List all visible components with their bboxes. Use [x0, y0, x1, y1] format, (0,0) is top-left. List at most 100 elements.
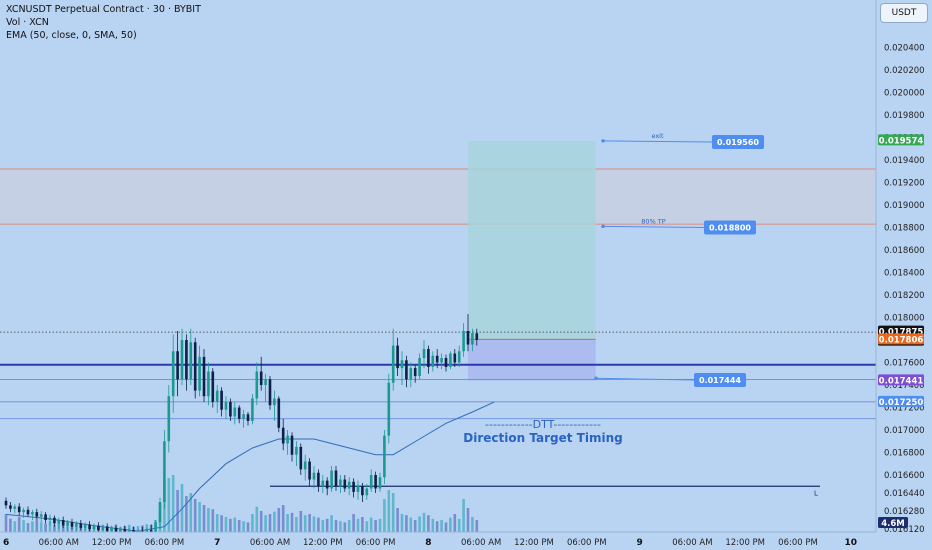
- target-box[interactable]: [704, 220, 756, 235]
- candle[interactable]: [53, 515, 56, 527]
- target-zone[interactable]: [468, 140, 596, 340]
- candle[interactable]: [70, 518, 74, 529]
- candle[interactable]: [163, 430, 166, 509]
- target-label[interactable]: 80% TP 0.018800: [601, 217, 756, 235]
- candle[interactable]: [378, 472, 382, 492]
- candle[interactable]: [233, 401, 237, 425]
- candle[interactable]: [312, 466, 316, 489]
- candle[interactable]: [202, 349, 206, 402]
- candle[interactable]: [189, 328, 193, 385]
- candle[interactable]: [167, 385, 171, 453]
- candle[interactable]: [220, 387, 223, 417]
- candle[interactable]: [286, 430, 289, 455]
- candle[interactable]: [471, 328, 474, 352]
- price-marker[interactable]: 0.019574: [878, 134, 924, 146]
- candle[interactable]: [215, 385, 219, 414]
- candle[interactable]: [277, 396, 281, 433]
- candle[interactable]: [444, 354, 448, 372]
- candles[interactable]: [4, 314, 479, 542]
- candle[interactable]: [224, 396, 228, 419]
- candle[interactable]: [176, 331, 179, 397]
- candle[interactable]: [79, 520, 83, 531]
- candle[interactable]: [185, 334, 188, 391]
- candle[interactable]: [35, 508, 39, 519]
- candle[interactable]: [321, 475, 325, 493]
- candle[interactable]: [383, 430, 386, 484]
- candle[interactable]: [22, 507, 25, 518]
- target-label[interactable]: 0.017444: [594, 373, 746, 388]
- price-axis[interactable]: 0.0204000.0202000.0200000.0198000.019600…: [875, 0, 932, 550]
- candle[interactable]: [352, 478, 355, 498]
- candle[interactable]: [405, 355, 408, 388]
- candle[interactable]: [9, 502, 12, 513]
- candle[interactable]: [193, 337, 197, 399]
- candle[interactable]: [422, 340, 426, 369]
- target-box[interactable]: [712, 135, 764, 149]
- candle[interactable]: [330, 466, 333, 492]
- candle[interactable]: [180, 328, 184, 385]
- candle[interactable]: [198, 345, 201, 397]
- target-labels[interactable]: exit 0.019560 80% TP 0.018800 0.017444: [594, 132, 764, 388]
- candle[interactable]: [211, 368, 215, 408]
- candle[interactable]: [17, 503, 21, 516]
- target-box[interactable]: [694, 373, 746, 388]
- ema-legend[interactable]: EMA (50, close, 0, SMA, 50): [6, 30, 137, 41]
- stop-zone[interactable]: [468, 339, 596, 381]
- candle[interactable]: [4, 497, 8, 509]
- candle[interactable]: [31, 509, 34, 520]
- candle[interactable]: [308, 458, 311, 487]
- candle[interactable]: [44, 512, 47, 524]
- candle[interactable]: [281, 418, 285, 451]
- candle[interactable]: [255, 362, 259, 406]
- price-marker[interactable]: 0.017806: [878, 333, 924, 345]
- candle[interactable]: [374, 471, 377, 493]
- candle[interactable]: [435, 349, 439, 369]
- candle[interactable]: [237, 405, 241, 424]
- volume-legend[interactable]: Vol · XCN: [6, 17, 49, 28]
- candle[interactable]: [97, 522, 100, 533]
- candle[interactable]: [246, 412, 250, 426]
- candle[interactable]: [48, 514, 52, 526]
- candle[interactable]: [273, 390, 276, 421]
- candle[interactable]: [418, 353, 421, 380]
- currency-selector[interactable]: USDT: [880, 3, 928, 23]
- price-marker[interactable]: 0.017250: [878, 395, 924, 408]
- candle[interactable]: [356, 480, 360, 500]
- candle[interactable]: [242, 409, 245, 428]
- candle[interactable]: [453, 349, 457, 367]
- candle[interactable]: [449, 351, 452, 370]
- candle[interactable]: [26, 506, 30, 517]
- candle[interactable]: [365, 484, 369, 500]
- candle[interactable]: [303, 454, 307, 481]
- candle[interactable]: [339, 475, 342, 493]
- candle[interactable]: [171, 334, 175, 414]
- candle[interactable]: [251, 394, 254, 425]
- candle[interactable]: [295, 441, 298, 466]
- candle[interactable]: [264, 373, 267, 402]
- candle[interactable]: [61, 516, 65, 528]
- candle[interactable]: [290, 432, 294, 462]
- candle[interactable]: [207, 362, 210, 406]
- candle[interactable]: [66, 520, 69, 532]
- candle[interactable]: [475, 328, 479, 346]
- symbol-title[interactable]: XCNUSDT Perpetual Contract · 30 · BYBIT: [6, 4, 201, 15]
- candle[interactable]: [325, 477, 329, 496]
- candle[interactable]: [334, 466, 338, 491]
- candle[interactable]: [462, 323, 465, 357]
- candle[interactable]: [13, 504, 17, 514]
- candle[interactable]: [396, 337, 399, 376]
- candle[interactable]: [457, 345, 461, 367]
- candle[interactable]: [75, 521, 78, 532]
- candle[interactable]: [88, 521, 91, 532]
- candle[interactable]: [317, 469, 320, 492]
- candle[interactable]: [229, 398, 232, 422]
- candle[interactable]: [400, 351, 404, 385]
- candle[interactable]: [361, 482, 364, 502]
- candle[interactable]: [268, 376, 272, 410]
- candle[interactable]: [387, 373, 391, 444]
- price-marker[interactable]: 0.017441: [878, 374, 924, 386]
- candle[interactable]: [466, 314, 470, 352]
- candle[interactable]: [413, 364, 417, 383]
- candle[interactable]: [57, 517, 61, 529]
